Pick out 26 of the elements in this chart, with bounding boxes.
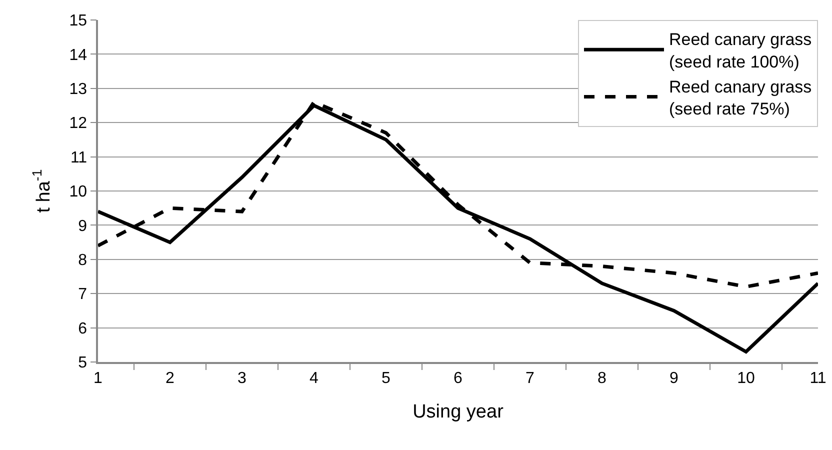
x-tick-label: 9 <box>670 370 679 387</box>
y-tick-label: 12 <box>69 115 88 132</box>
x-tick-label: 6 <box>454 370 463 387</box>
x-tick-label: 1 <box>94 370 103 387</box>
x-tick-label: 11 <box>810 370 826 387</box>
x-tick-label: 8 <box>598 370 607 387</box>
y-tick-label: 8 <box>78 252 88 269</box>
x-axis-title: Using year <box>412 401 504 422</box>
x-tick-label: 4 <box>310 370 319 387</box>
y-tick-label: 14 <box>69 46 88 64</box>
x-tick-label: 7 <box>526 370 535 387</box>
y-tick-label: 7 <box>78 286 88 304</box>
y-tick-label: 15 <box>69 12 88 30</box>
y-tick-label: 9 <box>78 218 88 235</box>
y-tick-label: 10 <box>69 184 88 201</box>
legend-label: Reed canary grass (seed rate 100%) <box>669 30 812 72</box>
y-tick-label: 11 <box>70 149 88 166</box>
x-tick-label: 5 <box>382 370 391 387</box>
legend-label: Reed canary grass (seed rate 75%) <box>669 77 812 118</box>
line-series <box>98 104 818 354</box>
y-tick-label: 5 <box>78 354 88 372</box>
x-tick-label: 2 <box>166 370 175 387</box>
y-tick-label: 6 <box>78 320 88 338</box>
y-tick-label: 13 <box>69 81 88 98</box>
x-tick-label: 10 <box>737 370 755 387</box>
x-tick-label: 3 <box>238 370 247 387</box>
